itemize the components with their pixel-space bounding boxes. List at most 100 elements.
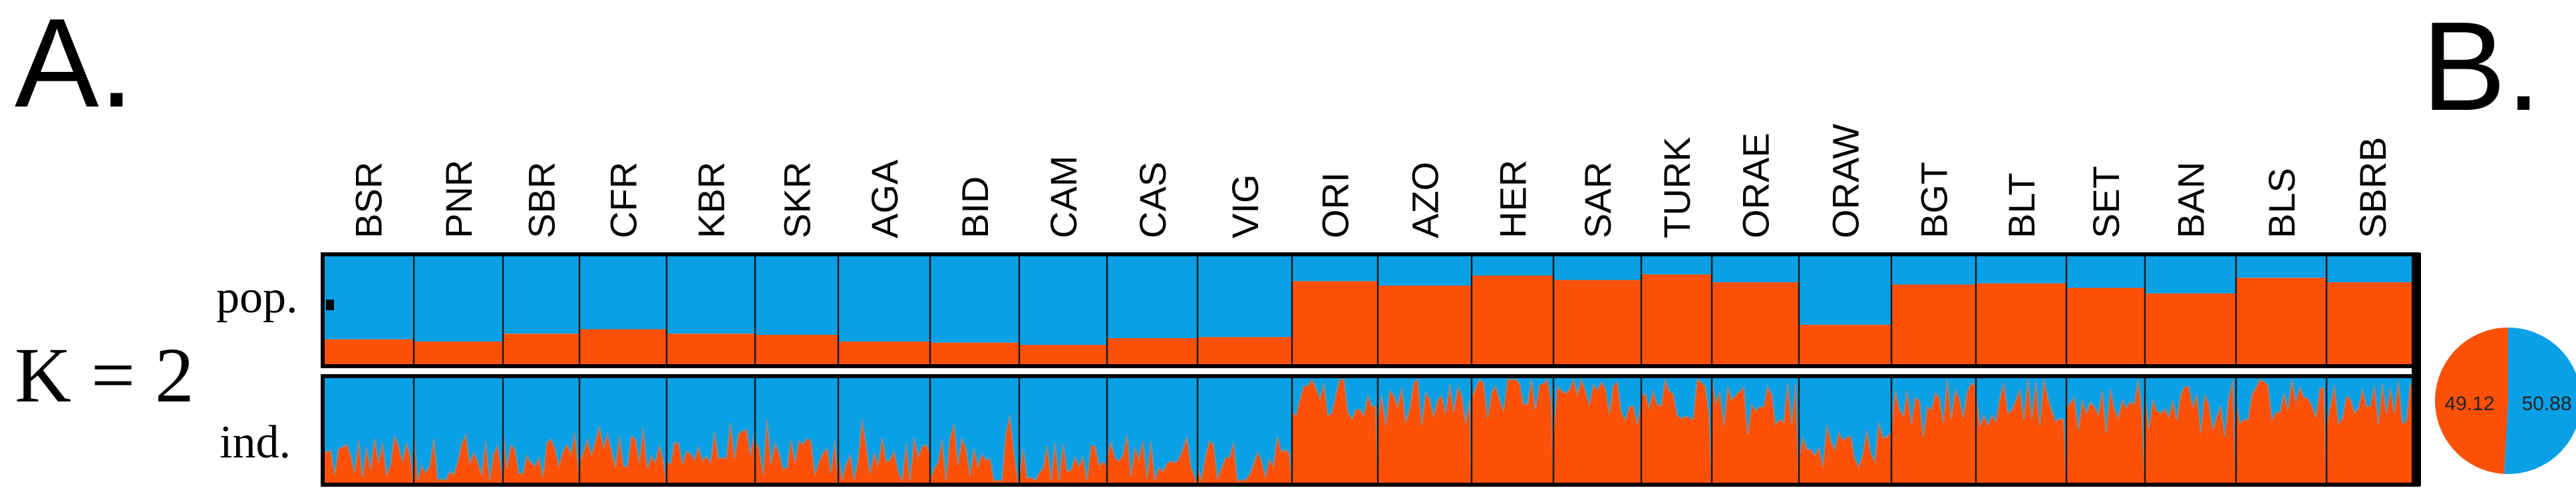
- k-value-label: K = 2: [15, 332, 194, 419]
- population-tick-label: SBRB: [2352, 137, 2394, 239]
- population-bar-cluster1: [1107, 254, 1198, 338]
- individual-bars-cluster2: [1377, 378, 1473, 485]
- population-bar-cluster1: [2145, 254, 2236, 294]
- population-tick-label: TURK: [1656, 137, 1698, 238]
- population-tick-label: SBR: [521, 162, 563, 238]
- population-tick-label: SET: [2085, 166, 2127, 238]
- population-bar-cluster2: [930, 342, 1019, 366]
- individual-bars-cluster2: [2144, 379, 2237, 485]
- population-bar-cluster2: [1378, 286, 1472, 366]
- population-bar-cluster1: [1891, 254, 1976, 285]
- plot-frames: [321, 252, 2421, 487]
- individual-bars-cluster2: [2326, 380, 2419, 485]
- population-tick-label: ORI: [1315, 172, 1357, 238]
- population-bar-cluster2: [579, 329, 667, 366]
- individual-bars-cluster2: [1471, 378, 1555, 485]
- population-bar-cluster1: [503, 254, 579, 334]
- population-bar-cluster1: [667, 254, 755, 334]
- population-tick-label: BLT: [2001, 172, 2042, 238]
- population-bar-cluster1: [1553, 254, 1641, 280]
- population-bar-cluster2: [755, 334, 838, 366]
- population-tick-label: PNR: [438, 160, 480, 238]
- population-bar-cluster2: [1976, 283, 2066, 366]
- population-tick-label: BLS: [2261, 168, 2303, 238]
- population-bar-cluster2: [414, 342, 503, 366]
- population-bar-cluster2: [1799, 324, 1891, 366]
- population-tick-label: BSR: [348, 162, 390, 238]
- population-tick-label: KBR: [691, 162, 732, 238]
- population-bar-cluster1: [838, 254, 930, 342]
- marker-square: [326, 300, 334, 310]
- population-tick-label: BID: [954, 176, 996, 238]
- individual-bars-cluster2: [1019, 442, 1108, 485]
- population-bar-cluster1: [2327, 254, 2418, 282]
- individual-bars-cluster2: [579, 425, 668, 485]
- individual-bars-cluster2: [929, 415, 1021, 485]
- population-tick-label: CAM: [1043, 156, 1084, 238]
- population-tick-label: SKR: [776, 162, 818, 238]
- population-tick-label: ORAE: [1735, 132, 1777, 238]
- population-tick-label: SAR: [1577, 162, 1619, 238]
- population-bar-cluster2: [1198, 337, 1292, 366]
- right-edge-bar: [2412, 253, 2421, 486]
- pie-label: 49.12: [2444, 393, 2494, 415]
- population-bar-cluster1: [930, 254, 1019, 343]
- population-bar-cluster2: [1712, 282, 1799, 366]
- individual-bars-cluster2: [1291, 378, 1379, 485]
- individual-row-label: ind.: [220, 417, 291, 468]
- population-bar-cluster2: [838, 342, 930, 366]
- population-bar-cluster2: [1472, 275, 1553, 366]
- pie-chart: 49.12 50.88: [2435, 328, 2576, 474]
- population-bar-cluster1: [2066, 254, 2145, 288]
- individual-bars-cluster2: [1641, 378, 1713, 485]
- population-tick-label: CFR: [603, 162, 645, 238]
- population-bar-cluster1: [1976, 254, 2066, 284]
- pie-slice-cluster1: [2503, 328, 2576, 474]
- population-bar-cluster1: [1712, 254, 1799, 282]
- individual-bars-cluster2: [2235, 378, 2328, 485]
- panel-a-letter: A.: [15, 0, 134, 134]
- population-bar-cluster1: [1292, 254, 1378, 282]
- population-bar-cluster1: [1198, 254, 1292, 338]
- population-bar-cluster2: [1292, 281, 1378, 366]
- individual-bars-cluster2: [1798, 421, 1893, 485]
- individual-bars-cluster2: [413, 432, 504, 485]
- pie-slice-cluster2: [2435, 328, 2508, 474]
- population-tick-label: CAS: [1132, 162, 1174, 238]
- individual-bars-cluster2: [1711, 379, 1800, 485]
- population-bar-cluster1: [323, 254, 414, 340]
- panel-b-letter: B.: [2422, 0, 2541, 137]
- individual-bars-cluster2: [1197, 436, 1293, 485]
- individual-bars-cluster2: [1975, 379, 2068, 485]
- population-tick-label: HER: [1492, 160, 1534, 238]
- population-bar-cluster1: [755, 254, 838, 335]
- population-bar-cluster1: [1799, 254, 1891, 325]
- population-row-label: pop.: [216, 272, 298, 323]
- population-bar-cluster2: [503, 334, 579, 366]
- population-tick-label: ORAW: [1825, 124, 1867, 238]
- population-tick-label: VIG: [1224, 174, 1266, 238]
- population-bar-cluster1: [1641, 254, 1712, 275]
- population-bars: [323, 254, 2418, 366]
- individual-bars-cluster2: [1891, 379, 1977, 485]
- population-bar-cluster2: [667, 334, 755, 366]
- population-bar-cluster2: [1019, 345, 1107, 366]
- population-tick-label: AGA: [864, 159, 905, 238]
- population-bar-cluster1: [414, 254, 503, 342]
- pie-label: 50.88: [2521, 393, 2571, 415]
- individual-bars-cluster2: [502, 429, 581, 485]
- population-bar-cluster2: [2236, 278, 2327, 366]
- population-tick-label: BAN: [2170, 162, 2212, 238]
- population-bar-cluster1: [1472, 254, 1553, 276]
- population-bar-cluster1: [1019, 254, 1107, 346]
- individual-bars: [322, 376, 2419, 485]
- population-bar-cluster2: [1553, 280, 1641, 366]
- individual-bars-cluster2: [666, 422, 756, 485]
- population-bar-cluster2: [1891, 284, 1976, 366]
- population-bar-cluster2: [2327, 282, 2418, 366]
- population-tick-label: BGT: [1913, 162, 1955, 238]
- population-bar-cluster1: [2236, 254, 2327, 278]
- individual-bars-cluster2: [754, 419, 840, 485]
- population-tick-labels: BSR PNR SBR CFR KBR SKR AGA BID CAM CAS VIG ORI AZO H…: [348, 124, 2394, 238]
